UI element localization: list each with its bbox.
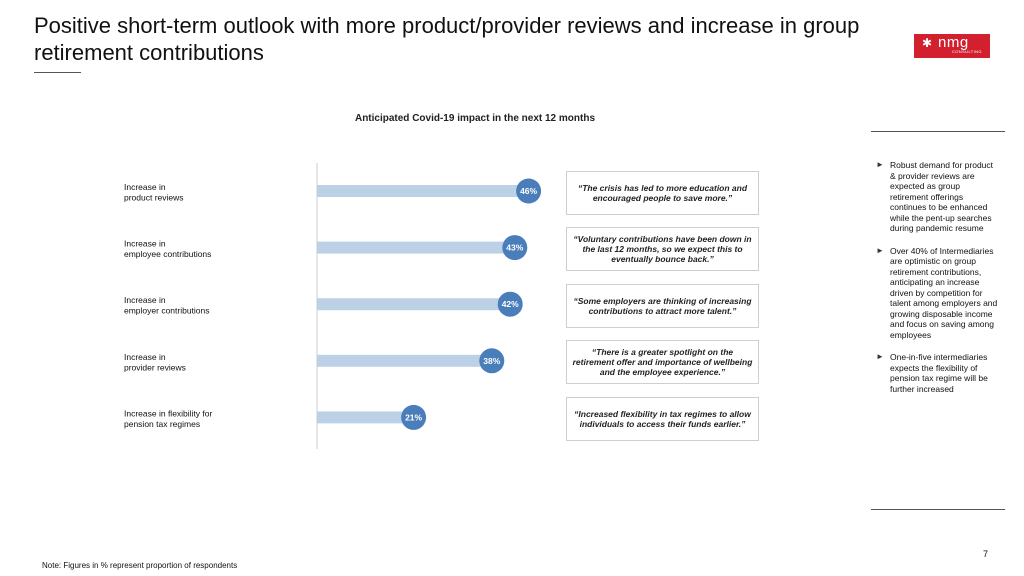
- finding-item: ► Over 40% of Intermediaries are optimis…: [876, 246, 998, 341]
- quote-box: “Increased flexibility in tax regimes to…: [566, 397, 759, 441]
- logo-text: nmg: [938, 34, 969, 51]
- logo-star-icon: ✱: [922, 36, 933, 50]
- sidebar-bottom-rule: [871, 509, 1005, 510]
- nmg-logo: ✱ nmg CONSULTING: [914, 34, 990, 58]
- page-title: Positive short-term outlook with more pr…: [34, 13, 860, 65]
- bar: [317, 298, 511, 311]
- data-label: 46%: [520, 186, 537, 196]
- bar-end-marker: [502, 235, 528, 261]
- chart-title: Anticipated Covid-19 impact in the next …: [354, 113, 596, 124]
- bar: [317, 185, 529, 197]
- finding-item: ► One-in-five intermediaries expects the…: [876, 352, 998, 394]
- footnote: Note: Figures in % represent proportion …: [42, 561, 238, 570]
- bar: [317, 354, 492, 367]
- category-label: Increase in provider reviews: [124, 352, 186, 373]
- finding-item: ► Robust demand for product & provider r…: [876, 160, 998, 234]
- category-label: Increase in product reviews: [124, 182, 184, 203]
- title-underline: [34, 72, 81, 73]
- bar: [317, 411, 414, 424]
- right-triangle-icon: ►: [876, 352, 884, 361]
- key-findings: ► Robust demand for product & provider r…: [876, 160, 998, 406]
- quote-box: “Some employers are thinking of increasi…: [566, 284, 759, 328]
- category-label: Increase in employee contributions: [124, 239, 211, 260]
- bar-end-marker: [401, 404, 427, 430]
- finding-text: Robust demand for product & provider rev…: [890, 160, 994, 233]
- right-triangle-icon: ►: [876, 160, 884, 169]
- bar: [317, 241, 515, 254]
- quote-box: “Voluntary contributions have been down …: [566, 227, 759, 271]
- bar-chart: 46% Increase in product reviews 43% Increase…: [124, 163, 542, 449]
- category-label: Increase in flexibility for pension tax r…: [124, 408, 213, 429]
- bar-end-marker: [516, 178, 542, 204]
- finding-text: One-in-five intermediaries expects the f…: [890, 352, 988, 394]
- data-label: 21%: [405, 412, 422, 422]
- bar-end-marker: [497, 291, 523, 317]
- sidebar-top-rule: [871, 131, 1005, 132]
- logo-subtext: CONSULTING: [952, 49, 982, 54]
- finding-text: Over 40% of Intermediaries are optimisti…: [890, 245, 998, 340]
- right-triangle-icon: ►: [876, 245, 884, 255]
- bar-end-marker: [479, 348, 505, 374]
- data-label: 38%: [483, 356, 500, 366]
- page-number: 7: [983, 549, 989, 559]
- quote-box: “There is a greater spotlight on the ret…: [566, 340, 759, 384]
- quote-box: “The crisis has led to more education an…: [566, 171, 759, 215]
- category-label: Increase in employer contributions: [124, 295, 210, 316]
- data-label: 42%: [502, 299, 519, 309]
- data-label: 43%: [506, 243, 523, 253]
